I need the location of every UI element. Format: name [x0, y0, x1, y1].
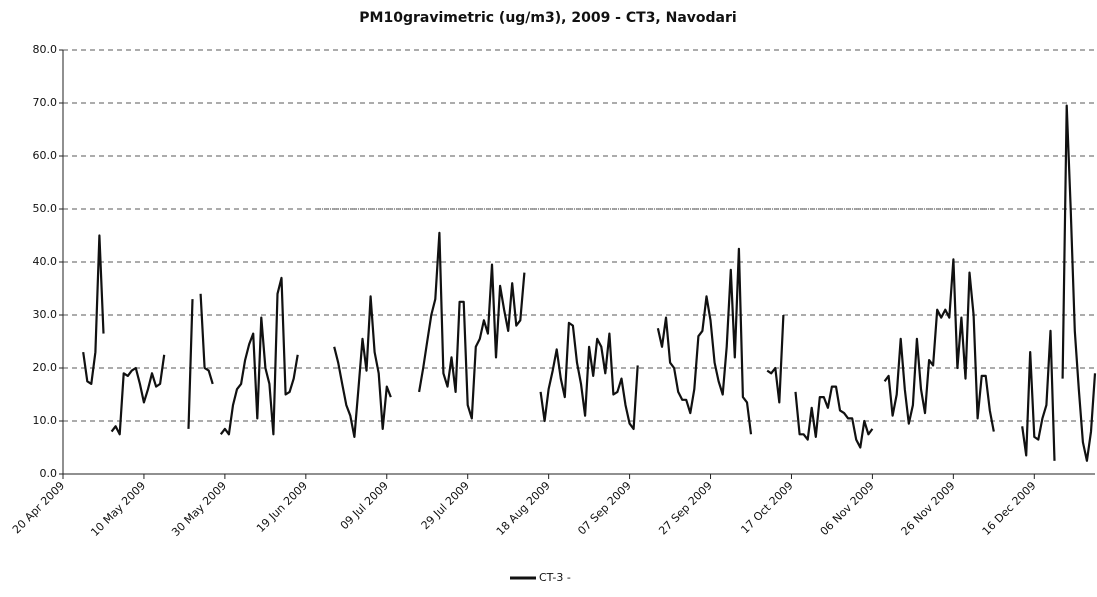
- x-tick-label: 27 Sep 2009: [656, 479, 714, 537]
- y-tick-label: 70.0: [33, 96, 58, 109]
- x-tick-label: 20 Apr 2009: [10, 479, 67, 536]
- x-tick-label: 29 Jul 2009: [419, 479, 472, 532]
- x-tick-label: 30 May 2009: [169, 479, 229, 539]
- x-tick-label: 19 Jun 2009: [254, 479, 310, 535]
- y-tick-label: 30.0: [33, 308, 58, 321]
- y-tick-label: 20.0: [33, 361, 58, 374]
- x-tick-label: 26 Nov 2009: [899, 479, 958, 538]
- y-tick-label: 0.0: [40, 467, 58, 480]
- x-tick-label: 18 Aug 2009: [494, 479, 553, 538]
- x-tick-label: 16 Dec 2009: [980, 479, 1039, 538]
- data-line: [82, 104, 1097, 462]
- legend-label: CT-3 -: [539, 571, 571, 584]
- y-tick-label: 50.0: [33, 202, 58, 215]
- x-tick-label: 07 Sep 2009: [575, 479, 633, 537]
- x-tick-label: 06 Nov 2009: [818, 479, 877, 538]
- y-tick-label: 10.0: [33, 414, 58, 427]
- x-tick-label: 17 Oct 2009: [738, 479, 795, 536]
- x-tick-label: 10 May 2009: [88, 479, 148, 539]
- y-tick-label: 40.0: [33, 255, 58, 268]
- x-tick-label: 09 Jul 2009: [338, 479, 391, 532]
- chart-title: PM10gravimetric (ug/m3), 2009 - CT3, Nav…: [359, 10, 736, 26]
- y-tick-label: 80.0: [33, 43, 58, 56]
- y-tick-label: 60.0: [33, 149, 58, 162]
